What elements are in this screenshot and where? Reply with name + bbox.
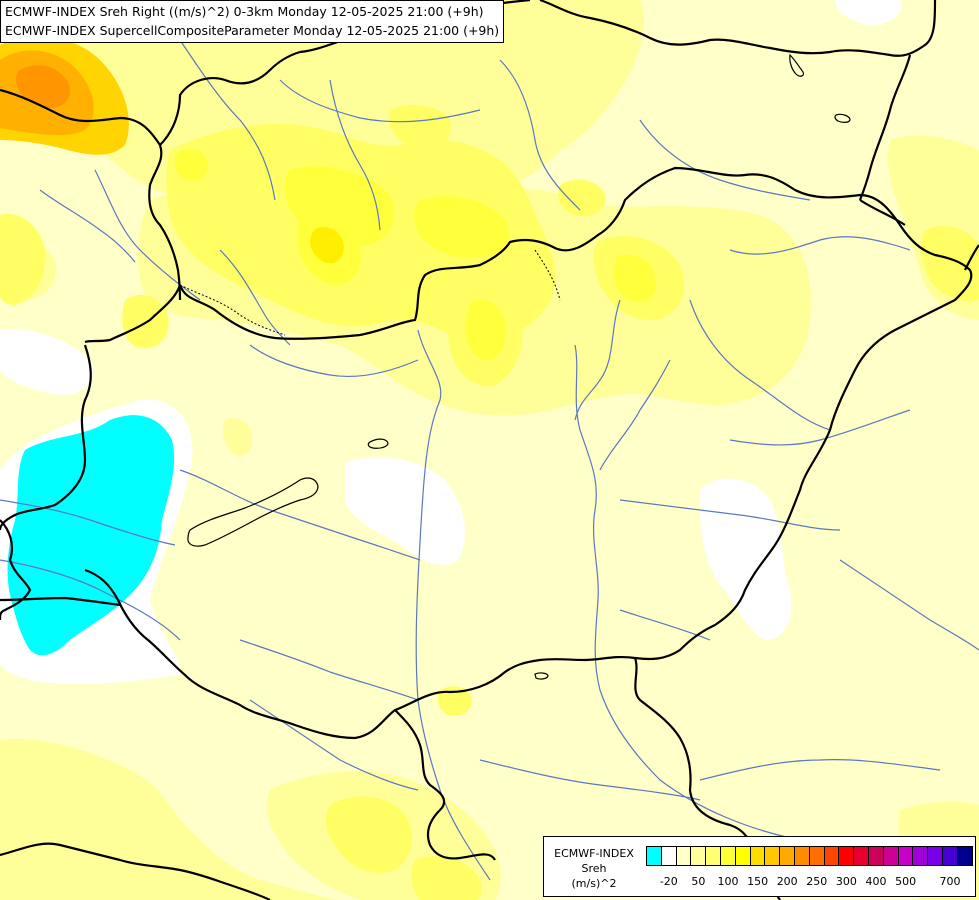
deep-yellow-regions — [310, 226, 344, 264]
legend-swatch — [690, 846, 707, 866]
color-legend: ECMWF-INDEX Sreh (m/s)^2 -20 50 100 150 200 2… — [543, 836, 976, 897]
small-internal-borders — [179, 249, 561, 336]
legend-swatch — [882, 846, 899, 866]
legend-swatch — [823, 846, 840, 866]
legend-tick-label: 50 — [691, 875, 706, 888]
legend-swatch — [927, 846, 943, 866]
legend-swatch — [897, 846, 914, 866]
border-slovakia-ukraine-east — [859, 199, 906, 226]
legend-tick-label: 100 — [717, 875, 739, 888]
title-line-2: ECMWF-INDEX SupercellCompositeParameter … — [5, 23, 500, 38]
lakes — [187, 53, 851, 680]
border-croatia-south — [0, 596, 121, 607]
dark-orange-region — [16, 65, 70, 108]
border-austria-slovenia — [0, 344, 92, 531]
legend-tick-label: 300 — [835, 875, 857, 888]
lake-small-1 — [367, 438, 389, 449]
lake-balaton — [187, 477, 319, 547]
legend-tick-label: 500 — [895, 875, 917, 888]
title-line-1: ECMWF-INDEX Sreh Right ((m/s)^2) 0-3km M… — [5, 4, 484, 19]
cyan-region — [7, 415, 175, 656]
legend-tick-label: 400 — [865, 875, 887, 888]
lake-small-2 — [789, 53, 805, 77]
border-croatia-serbia — [394, 709, 496, 861]
legend-swatch — [956, 846, 973, 866]
legend-tick-label: 150 — [747, 875, 769, 888]
legend-title: ECMWF-INDEX Sreh (m/s)^2 — [544, 846, 644, 891]
border-bosnia — [0, 842, 271, 900]
legend-swatch — [719, 846, 736, 866]
legend-swatch — [660, 846, 677, 866]
legend-swatch — [675, 846, 692, 866]
border-north-west — [0, 88, 182, 301]
lake-small-4 — [534, 672, 549, 680]
legend-swatch — [646, 846, 662, 866]
legend-swatch — [779, 846, 795, 866]
legend-swatch — [838, 846, 855, 866]
legend-title-line-1: ECMWF-INDEX — [554, 847, 634, 860]
map-title-box: ECMWF-INDEX Sreh Right ((m/s)^2) 0-3km M… — [0, 0, 505, 43]
legend-swatch — [764, 846, 781, 866]
border-slovakia-poland — [539, 0, 937, 57]
legend-unit: (m/s)^2 — [571, 877, 617, 890]
border-hungary — [84, 166, 973, 740]
legend-swatch — [941, 846, 958, 866]
legend-tick-label: 250 — [806, 875, 828, 888]
legend-swatch — [793, 846, 810, 866]
legend-color-scale — [646, 846, 973, 866]
legend-tick-label: -20 — [659, 875, 678, 888]
legend-swatch — [734, 846, 751, 866]
lake-small-3 — [834, 113, 851, 123]
border-ukraine-slovakia — [858, 54, 912, 201]
legend-tick-label: 200 — [776, 875, 798, 888]
legend-swatch — [853, 846, 869, 866]
legend-title-line-2: Sreh — [581, 862, 607, 875]
strong-yellow-regions — [174, 148, 656, 361]
legend-swatch — [912, 846, 929, 866]
border-austria-hungary — [84, 284, 182, 344]
legend-swatch — [867, 846, 884, 866]
legend-swatch — [749, 846, 766, 866]
border-slovenia-croatia — [0, 519, 32, 621]
legend-tick-label: 700 — [939, 875, 961, 888]
legend-swatch — [808, 846, 825, 866]
legend-swatch — [705, 846, 721, 866]
legend-tick-labels: -20 50 100 150 200 250 300 400 500 700 — [646, 875, 976, 889]
border-romania-north — [964, 244, 979, 271]
